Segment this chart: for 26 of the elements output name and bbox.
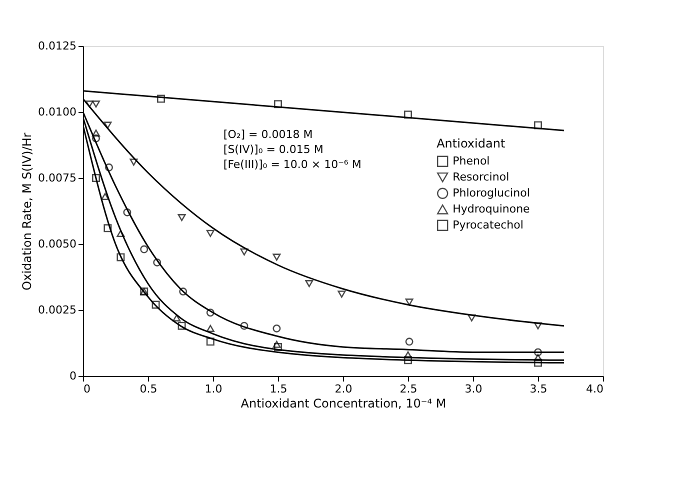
- y-tick-label: 0.0125: [38, 40, 76, 52]
- x-tick-label: 1.0: [204, 382, 222, 396]
- legend-label: Phloroglucinol: [452, 186, 530, 200]
- x-tick-label: 3.0: [464, 382, 482, 396]
- legend-title: Antioxidant: [436, 136, 506, 150]
- x-tick-label: 4.0: [586, 382, 604, 396]
- x-tick-label: 0.5: [140, 382, 158, 396]
- x-tick-label: 2.5: [400, 382, 418, 396]
- y-axis-title: Oxidation Rate, M S(IV)/Hr: [20, 132, 34, 290]
- legend-label: Phenol: [452, 154, 490, 168]
- y-tick-label: 0.0100: [38, 106, 76, 118]
- annotation: [O₂] = 0.0018 M: [223, 128, 313, 142]
- y-tick-label: 0.0025: [38, 304, 76, 316]
- legend-label: Resorcinol: [452, 170, 510, 184]
- legend-label: Hydroquinone: [452, 202, 530, 216]
- y-tick-label: 0.0075: [38, 172, 76, 184]
- x-axis-title: Antioxidant Concentration, 10⁻⁴ M: [240, 396, 446, 410]
- y-tick-label: 0: [70, 370, 76, 382]
- legend-label: Pyrocatechol: [452, 218, 524, 232]
- y-tick-label: 0.0050: [38, 238, 76, 250]
- annotation: [Fe(III)]₀ = 10.0 × 10⁻⁶ M: [223, 158, 362, 172]
- x-tick-label: 0: [84, 382, 90, 396]
- x-tick-label: 2.0: [334, 382, 352, 396]
- annotation: [S(IV)]₀ = 0.015 M: [223, 143, 324, 156]
- x-tick-label: 3.5: [530, 382, 548, 396]
- x-tick-label: 1.5: [270, 382, 288, 396]
